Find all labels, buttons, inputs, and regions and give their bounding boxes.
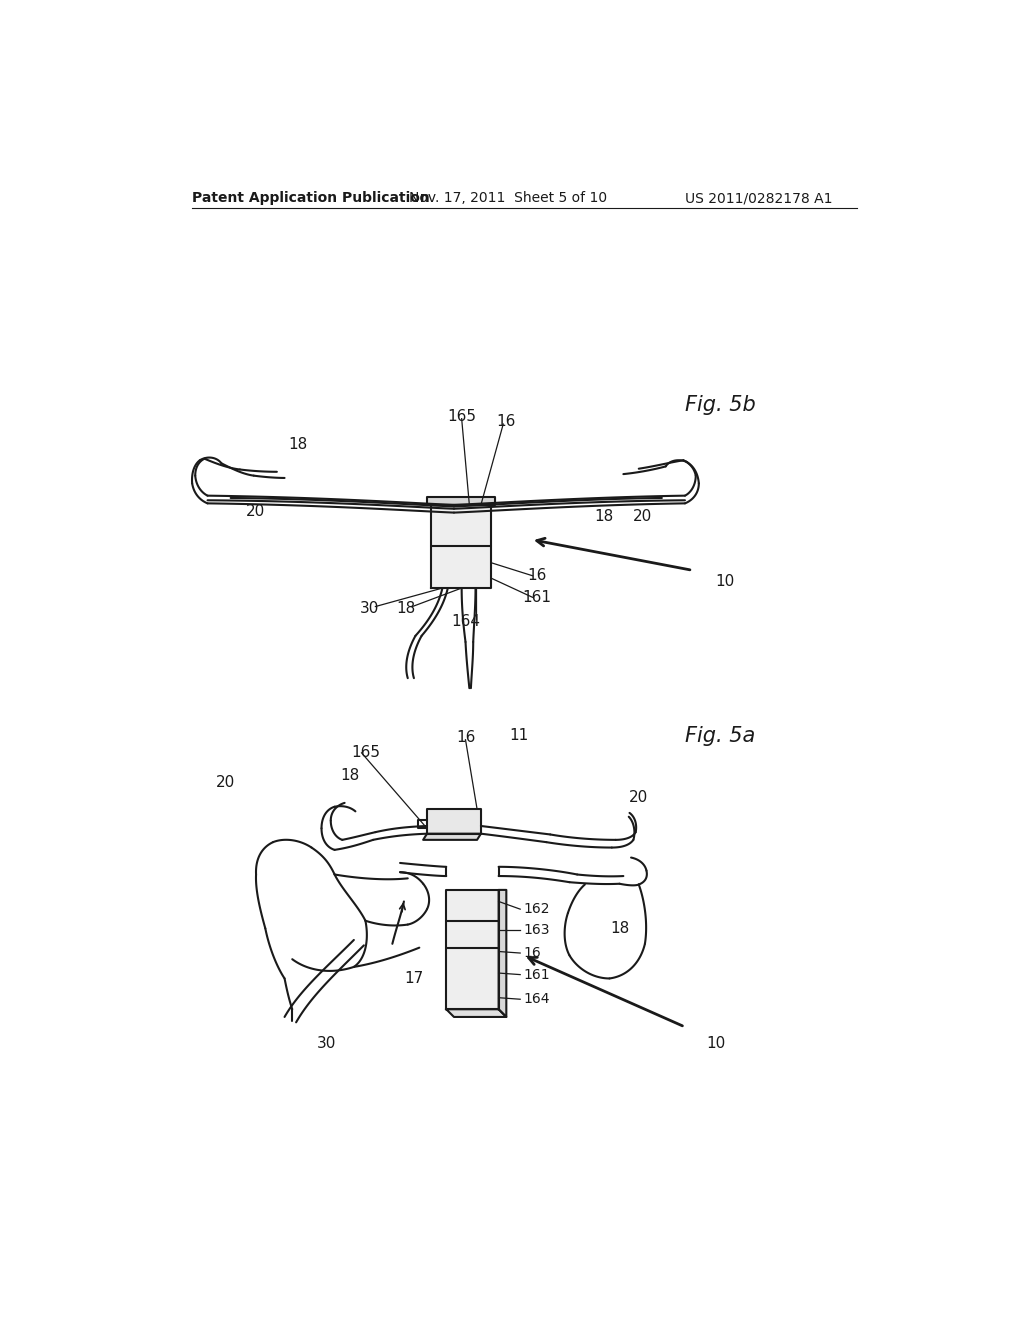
Polygon shape — [427, 809, 481, 834]
Text: 161: 161 — [522, 590, 552, 605]
Text: 18: 18 — [340, 768, 359, 784]
Text: 18: 18 — [289, 437, 308, 453]
Polygon shape — [446, 890, 499, 1010]
Polygon shape — [431, 506, 490, 589]
Text: 20: 20 — [629, 789, 648, 805]
Text: 30: 30 — [359, 602, 379, 616]
Text: 18: 18 — [610, 921, 630, 936]
Text: 162: 162 — [523, 902, 550, 916]
Text: 16: 16 — [527, 568, 547, 583]
Text: Fig. 5a: Fig. 5a — [685, 726, 756, 746]
Text: 164: 164 — [523, 993, 550, 1006]
Text: 16: 16 — [523, 946, 541, 960]
Text: 165: 165 — [351, 746, 380, 760]
Text: 10: 10 — [716, 574, 734, 590]
Text: Patent Application Publication: Patent Application Publication — [193, 191, 430, 206]
Text: 163: 163 — [523, 923, 550, 937]
Text: Nov. 17, 2011  Sheet 5 of 10: Nov. 17, 2011 Sheet 5 of 10 — [410, 191, 607, 206]
Text: 18: 18 — [595, 510, 613, 524]
Polygon shape — [499, 890, 506, 1016]
Text: Fig. 5b: Fig. 5b — [685, 395, 756, 414]
Text: 30: 30 — [317, 1036, 337, 1052]
Polygon shape — [446, 1010, 506, 1016]
Text: 164: 164 — [451, 614, 480, 630]
Text: 20: 20 — [216, 775, 234, 789]
Text: 165: 165 — [447, 409, 476, 424]
Text: 10: 10 — [707, 1036, 725, 1052]
Text: 16: 16 — [497, 414, 516, 429]
Text: US 2011/0282178 A1: US 2011/0282178 A1 — [685, 191, 833, 206]
Text: 11: 11 — [510, 729, 529, 743]
Text: 20: 20 — [246, 503, 265, 519]
Polygon shape — [423, 834, 481, 840]
Text: 161: 161 — [523, 968, 550, 982]
Text: 20: 20 — [633, 510, 652, 524]
Polygon shape — [427, 498, 495, 506]
Text: 18: 18 — [396, 602, 416, 616]
Text: 17: 17 — [404, 972, 424, 986]
Text: 16: 16 — [456, 730, 475, 744]
